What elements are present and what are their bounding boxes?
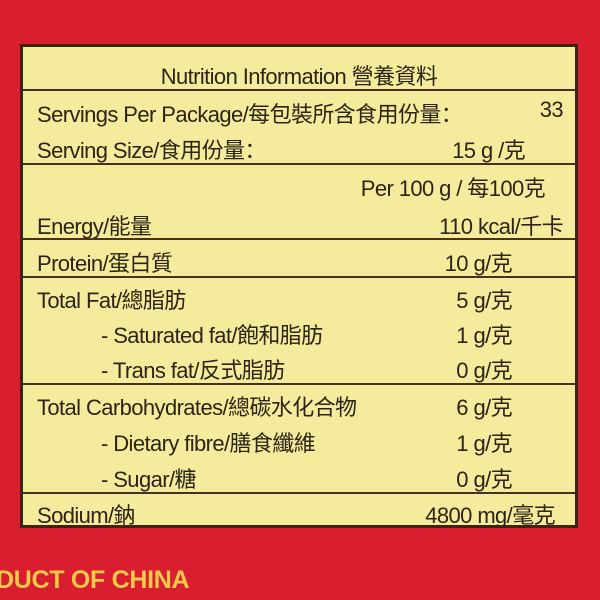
row-value: 0 g/克 bbox=[456, 467, 512, 492]
row-label: - Dietary fibre/膳食纖維 bbox=[101, 431, 316, 456]
row-label: Total Carbohydrates/總碳水化合物 bbox=[37, 395, 357, 420]
row-value: 5 g/克 bbox=[456, 288, 512, 313]
divider bbox=[23, 89, 575, 91]
row-label: Sodium/鈉 bbox=[37, 503, 136, 528]
divider bbox=[23, 276, 575, 278]
row-label: Total Fat/總脂肪 bbox=[37, 288, 186, 313]
row-label: Energy/能量 bbox=[37, 214, 152, 239]
row-value: 33 bbox=[539, 97, 564, 122]
divider bbox=[23, 383, 575, 385]
row-label: - Trans fat/反式脂肪 bbox=[101, 358, 285, 383]
per-100g-header: Per 100 g / 每100克 bbox=[360, 176, 546, 201]
row-value: 1 g/克 bbox=[456, 323, 512, 348]
row-value: 4800 mg/毫克 bbox=[425, 503, 555, 528]
row-label: Serving Size/食用份量： bbox=[37, 138, 266, 163]
divider bbox=[23, 492, 575, 494]
row-value: 15 g /克 bbox=[452, 138, 525, 163]
row-label: - Sugar/糖 bbox=[101, 467, 196, 492]
row-value: 110 kcal/千卡 bbox=[439, 214, 563, 239]
product-origin-text: DUCT OF CHINA bbox=[0, 566, 190, 594]
nutrition-label: Nutrition Information 營養資料 Servings Per … bbox=[20, 44, 578, 528]
row-value: 0 g/克 bbox=[456, 358, 512, 383]
row-value: 6 g/克 bbox=[456, 395, 512, 420]
row-value: 10 g/克 bbox=[444, 251, 513, 276]
label-title: Nutrition Information 營養資料 bbox=[160, 64, 438, 89]
divider bbox=[23, 163, 575, 165]
divider bbox=[23, 238, 575, 240]
row-label: - Saturated fat/飽和脂肪 bbox=[101, 323, 323, 348]
row-label: Servings Per Package/每包裝所含食用份量： bbox=[37, 102, 463, 127]
row-value: 1 g/克 bbox=[456, 431, 512, 456]
row-label: Protein/蛋白質 bbox=[37, 251, 173, 276]
